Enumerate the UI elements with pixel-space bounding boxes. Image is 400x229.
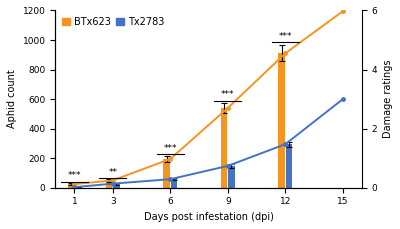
- Text: ***: ***: [278, 32, 292, 41]
- Y-axis label: Damage ratings: Damage ratings: [383, 60, 393, 138]
- Bar: [113, 184, 120, 188]
- Bar: [228, 166, 235, 188]
- Bar: [171, 179, 177, 188]
- Bar: [75, 187, 81, 188]
- Bar: [106, 180, 112, 188]
- Text: ***: ***: [221, 90, 234, 99]
- Bar: [221, 108, 227, 188]
- Bar: [68, 184, 74, 188]
- Bar: [278, 53, 285, 188]
- Bar: [164, 159, 170, 188]
- Bar: [286, 144, 292, 188]
- Y-axis label: Aphid count: Aphid count: [7, 70, 17, 128]
- Text: ***: ***: [164, 144, 177, 153]
- Text: ***: ***: [68, 171, 81, 180]
- Legend: BTx623, Tx2783: BTx623, Tx2783: [60, 15, 166, 29]
- Text: **: **: [108, 168, 117, 177]
- X-axis label: Days post infestation (dpi): Days post infestation (dpi): [144, 212, 274, 222]
